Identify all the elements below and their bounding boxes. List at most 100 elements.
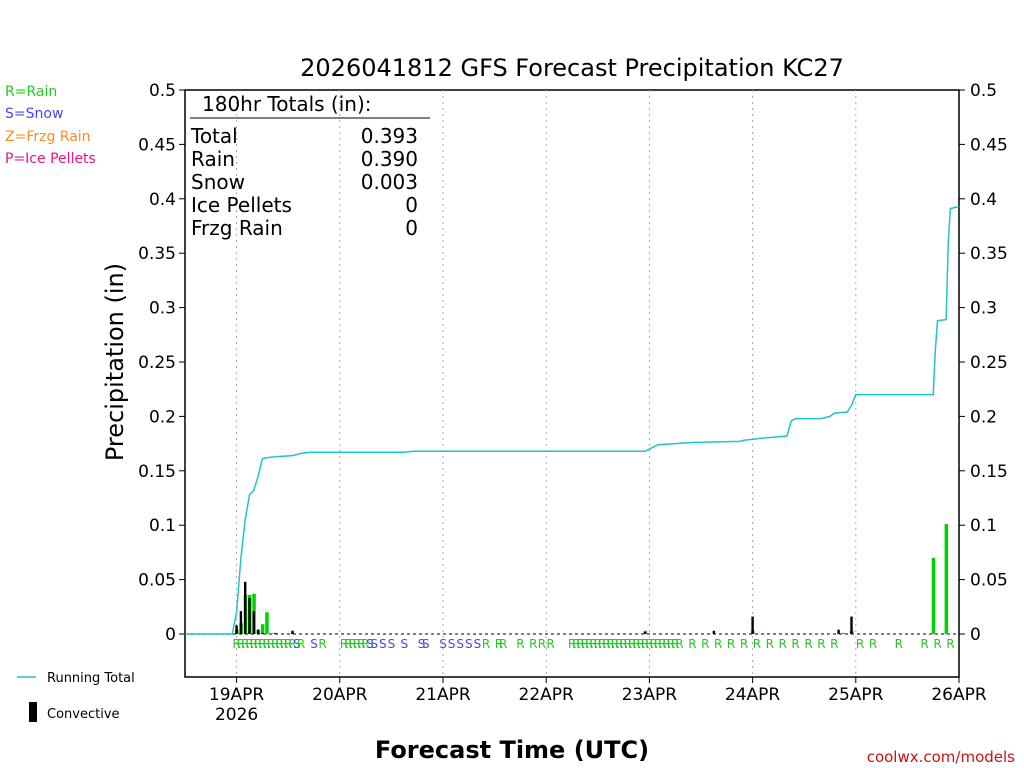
totals-box: 180hr Totals (in): Total 0.393 Rain 0.39…	[190, 92, 430, 240]
totals-row-label: Rain	[191, 147, 235, 171]
ptype-marker: R	[946, 637, 954, 651]
ptype-marker: R	[250, 637, 258, 651]
ptype-marker: R	[275, 637, 283, 651]
ptype-marker: R	[576, 637, 584, 651]
y-tick-label-right: 0.1	[970, 516, 997, 536]
ptype-marker: R	[516, 637, 524, 651]
convective-bar	[252, 611, 255, 634]
x-tick-sublabel: 2026	[215, 705, 258, 725]
ptype-marker: R	[546, 637, 554, 651]
y-tick-label-left: 0.15	[138, 462, 176, 482]
ptype-marker: R	[619, 637, 627, 651]
plot-frame	[184, 89, 960, 678]
convective-bar	[643, 631, 647, 634]
legend-snow-label: S=Snow	[5, 106, 63, 122]
chart-title: 2026041812 GFS Forecast Precipitation KC…	[300, 54, 844, 82]
ptype-marker: S	[388, 637, 396, 651]
ptype-marker: R	[869, 637, 877, 651]
ptype-marker: R	[740, 637, 748, 651]
ptype-marker: R	[572, 637, 580, 651]
ptype-marker: R	[280, 637, 288, 651]
convective-bar	[291, 630, 294, 634]
totals-row-label: Frzg Rain	[191, 216, 283, 240]
ptype-marker: S	[422, 637, 430, 651]
ptype-marker: R	[245, 637, 253, 651]
ptype-marker: S	[370, 637, 378, 651]
convective-bar	[248, 598, 251, 634]
ptype-marker: R	[602, 637, 610, 651]
ptype-marker: R	[538, 637, 546, 651]
ptype-marker: R	[667, 637, 675, 651]
ptype-marker: R	[817, 637, 825, 651]
legend-ice-pellets-label: P=Ice Pellets	[5, 151, 96, 167]
y-tick-label-right: 0.35	[970, 244, 1008, 264]
convective-bar	[274, 632, 277, 634]
x-tick-label: 21APR	[415, 685, 471, 705]
ptype-marker: R	[482, 637, 490, 651]
x-tick-label: 24APR	[725, 685, 781, 705]
convective-bar	[751, 616, 754, 634]
ptype-marker: R	[232, 637, 240, 651]
ptype-marker: R	[254, 637, 262, 651]
precip-bars	[235, 524, 949, 634]
ptype-marker: R	[662, 637, 670, 651]
ptype-marker: R	[267, 637, 275, 651]
y-tick-label-left: 0.4	[149, 190, 176, 210]
ptype-legend: R=Rain S=Snow Z=Frzg Rain P=Ice Pellets	[5, 84, 96, 167]
y-axis-ticks: 0 00.05 0.050.1 0.10.15 0.150.2 0.20.25 0.250.…	[138, 81, 1008, 645]
ptype-marker: R	[615, 637, 623, 651]
y-tick-label-left: 0.1	[149, 516, 176, 536]
ptype-marker: R	[645, 637, 653, 651]
precip-bar	[944, 524, 949, 634]
x-tick-label: 20APR	[312, 685, 368, 705]
ptype-marker: R	[258, 637, 266, 651]
running-total-line	[185, 205, 960, 635]
y-tick-label-left: 0.25	[138, 353, 176, 373]
ptype-marker: R	[237, 637, 245, 651]
y-tick-label-left: 0	[165, 625, 176, 645]
ptype-marker: R	[779, 637, 787, 651]
series-legend: Running Total Convective	[17, 671, 135, 722]
y-tick-label-right: 0.05	[970, 571, 1008, 591]
ptype-marker: S	[456, 637, 464, 651]
ptype-marker: R	[598, 637, 606, 651]
ptype-marker: R	[654, 637, 662, 651]
ptype-marker: R	[632, 637, 640, 651]
ptype-marker: R	[856, 637, 864, 651]
legend-freezing-rain-label: Z=Frzg Rain	[5, 129, 91, 145]
ptype-marker: R	[288, 637, 296, 651]
ptype-marker: R	[585, 637, 593, 651]
convective-bar	[256, 629, 260, 634]
ptype-marker: R	[637, 637, 645, 651]
ptype-marker: R	[589, 637, 597, 651]
y-tick-label-right: 0.5	[970, 81, 997, 101]
ptype-marker: R	[628, 637, 636, 651]
ptype-marker: R	[271, 637, 279, 651]
ptype-marker: R	[241, 637, 249, 651]
ptype-marker: R	[650, 637, 658, 651]
ptype-marker: R	[284, 637, 292, 651]
precip-bar	[931, 557, 936, 634]
convective-bar	[850, 616, 853, 634]
ptype-marker: R	[753, 637, 761, 651]
y-tick-label-right: 0.4	[970, 190, 997, 210]
precip-bar	[265, 612, 269, 634]
ptype-marker: R	[263, 637, 271, 651]
ptype-marker: S	[448, 637, 456, 651]
convective-bars	[235, 581, 853, 634]
credit-text: coolwx.com/models	[867, 748, 1015, 766]
ptype-marker: R	[688, 637, 696, 651]
y-tick-label-right: 0.25	[970, 353, 1008, 373]
convective-bar	[261, 632, 264, 634]
ptype-marker: R	[727, 637, 735, 651]
convective-legend-swatch	[29, 702, 37, 722]
y-tick-label-left: 0.35	[138, 244, 176, 264]
convective-legend-label: Convective	[47, 707, 120, 722]
ptype-marker: S	[293, 637, 301, 651]
totals-row-value: 0.003	[361, 170, 418, 194]
totals-row-value: 0.390	[361, 147, 418, 171]
ptype-marker: S	[418, 637, 426, 651]
x-tick-label: 23APR	[622, 685, 678, 705]
ptype-marker: R	[701, 637, 709, 651]
